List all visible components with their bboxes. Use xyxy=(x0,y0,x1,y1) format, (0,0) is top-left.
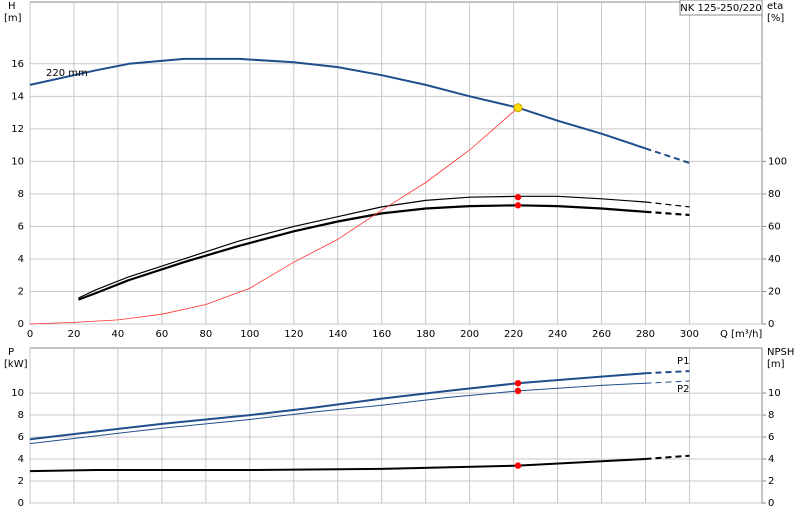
y2-tick-label: 2 xyxy=(768,476,774,487)
x-tick-label: 20 xyxy=(68,329,81,340)
x-tick-label: 120 xyxy=(284,329,303,340)
y-axis-unit: [m] xyxy=(4,13,22,24)
curve xyxy=(29,372,646,441)
y-tick-label: 4 xyxy=(18,254,24,265)
x-tick-label: 140 xyxy=(328,329,347,340)
y-tick-label: 4 xyxy=(18,454,24,465)
curve-dashed xyxy=(645,201,690,208)
title-box xyxy=(679,0,763,16)
data-point xyxy=(514,202,522,209)
curve xyxy=(29,382,646,445)
curve xyxy=(29,107,519,325)
y-axis-unit: [kW] xyxy=(4,359,28,370)
data-point xyxy=(514,193,522,201)
curve-dashed xyxy=(645,147,690,164)
x-tick-label: 280 xyxy=(636,329,655,340)
y2-tick-label: 60 xyxy=(768,221,781,232)
y-tick-label: 2 xyxy=(18,476,24,487)
y2-tick-label: 40 xyxy=(768,254,781,265)
y-axis-label: P xyxy=(8,347,14,358)
y2-tick-label: 20 xyxy=(768,286,781,297)
y-tick-label: 14 xyxy=(11,91,24,102)
x-tick-label: 240 xyxy=(548,329,567,340)
x-tick-label: 100 xyxy=(240,329,259,340)
series-label: P2 xyxy=(677,384,689,395)
y-tick-label: 0 xyxy=(18,319,24,330)
curve xyxy=(29,57,646,150)
x-tick-label: 80 xyxy=(199,329,212,340)
x-tick-label: 40 xyxy=(112,329,125,340)
curve-dashed xyxy=(645,370,690,375)
y2-axis-unit: [m] xyxy=(767,359,785,370)
y2-axis-label: eta xyxy=(767,1,783,12)
y-tick-label: 0 xyxy=(18,498,24,509)
data-point xyxy=(514,379,522,387)
x-tick-label: 200 xyxy=(460,329,479,340)
chart-title: NK 125-250/220 xyxy=(680,3,761,14)
x-tick-label: 60 xyxy=(156,329,169,340)
curve-dashed xyxy=(645,380,690,384)
curve xyxy=(78,204,646,301)
y2-tick-label: 4 xyxy=(768,454,774,465)
y-tick-label: 16 xyxy=(11,59,24,70)
y2-tick-label: 0 xyxy=(768,498,774,509)
curve-dashed xyxy=(645,454,690,460)
y-tick-label: 6 xyxy=(18,432,24,443)
y2-tick-label: 100 xyxy=(768,156,787,167)
data-point xyxy=(514,387,522,395)
y2-tick-label: 80 xyxy=(768,189,781,200)
x-tick-label: 300 xyxy=(680,329,699,340)
data-point xyxy=(514,462,522,469)
y2-tick-label: 8 xyxy=(768,410,774,421)
x-tick-label: 160 xyxy=(372,329,391,340)
series-label: 220 mm xyxy=(46,68,88,79)
x-tick-label: 260 xyxy=(592,329,611,340)
x-axis-label: Q [m³/h] xyxy=(720,329,762,340)
y2-tick-label: 0 xyxy=(768,319,774,330)
y-tick-label: 10 xyxy=(11,388,24,399)
y-tick-label: 8 xyxy=(18,189,24,200)
y-tick-label: 2 xyxy=(18,286,24,297)
y2-axis-unit: [%] xyxy=(767,13,784,24)
x-tick-label: 180 xyxy=(416,329,435,340)
y2-tick-label: 6 xyxy=(768,432,774,443)
y-tick-label: 10 xyxy=(11,156,24,167)
curve-dashed xyxy=(645,210,690,217)
y2-axis-label: NPSH xyxy=(767,347,794,358)
x-tick-label: 0 xyxy=(27,329,33,340)
data-point xyxy=(513,103,523,113)
y-tick-label: 6 xyxy=(18,221,24,232)
curve xyxy=(29,458,646,473)
x-tick-label: 220 xyxy=(504,329,523,340)
y2-tick-label: 10 xyxy=(768,388,781,399)
y-axis-label: H xyxy=(8,1,16,12)
y-tick-label: 12 xyxy=(11,124,24,135)
curve xyxy=(78,195,646,299)
y-tick-label: 8 xyxy=(18,410,24,421)
series-label: P1 xyxy=(677,356,689,367)
